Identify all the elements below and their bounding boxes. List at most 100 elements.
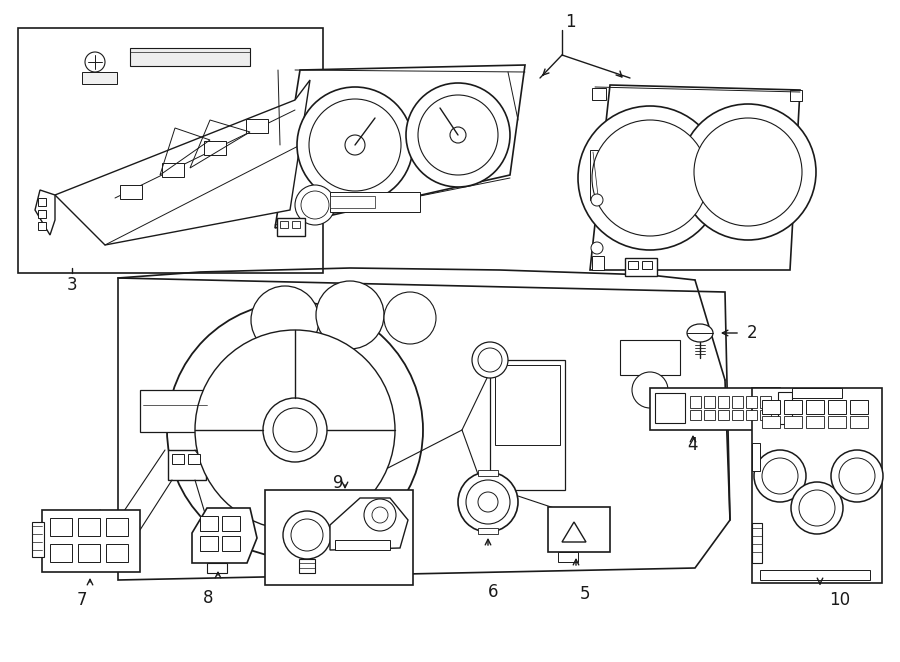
Bar: [625, 258, 657, 276]
Circle shape: [316, 281, 384, 349]
Bar: [718, 410, 729, 420]
Bar: [778, 392, 792, 424]
Bar: [246, 119, 268, 133]
Bar: [746, 396, 757, 408]
Circle shape: [754, 450, 806, 502]
Bar: [330, 192, 420, 212]
Bar: [752, 443, 760, 471]
Bar: [592, 88, 606, 100]
Bar: [292, 221, 300, 228]
Bar: [828, 416, 846, 428]
Bar: [746, 410, 757, 420]
Polygon shape: [55, 80, 310, 245]
Bar: [752, 388, 882, 583]
Bar: [50, 544, 72, 562]
Circle shape: [791, 482, 843, 534]
Bar: [207, 563, 227, 573]
Polygon shape: [118, 278, 730, 580]
Bar: [784, 400, 802, 414]
Text: 8: 8: [202, 589, 213, 607]
Bar: [18, 28, 323, 273]
Text: 3: 3: [67, 276, 77, 294]
Bar: [78, 544, 100, 562]
Circle shape: [839, 458, 875, 494]
Bar: [642, 261, 652, 269]
Bar: [790, 90, 802, 101]
Circle shape: [450, 127, 466, 143]
Text: 1: 1: [564, 13, 575, 31]
Ellipse shape: [687, 324, 713, 342]
Bar: [478, 470, 498, 476]
Text: 7: 7: [76, 591, 87, 609]
Bar: [690, 396, 701, 408]
Bar: [50, 518, 72, 536]
Bar: [490, 360, 565, 490]
Circle shape: [466, 480, 510, 524]
Bar: [752, 523, 762, 563]
Circle shape: [85, 52, 105, 72]
Text: 4: 4: [688, 436, 698, 454]
Bar: [590, 150, 598, 200]
Bar: [478, 528, 498, 534]
Bar: [732, 410, 743, 420]
Bar: [140, 390, 210, 432]
Circle shape: [478, 492, 498, 512]
Bar: [760, 570, 870, 580]
Bar: [620, 340, 680, 375]
Bar: [850, 400, 868, 414]
Circle shape: [478, 348, 502, 372]
Circle shape: [291, 519, 323, 551]
Bar: [172, 454, 184, 464]
Text: 9: 9: [333, 474, 343, 492]
Bar: [162, 163, 184, 177]
Circle shape: [458, 472, 518, 532]
Circle shape: [762, 458, 798, 494]
Bar: [200, 516, 218, 531]
Bar: [760, 410, 771, 420]
Bar: [558, 552, 578, 562]
Polygon shape: [330, 498, 408, 550]
Circle shape: [283, 511, 331, 559]
Circle shape: [167, 302, 423, 558]
Bar: [806, 416, 824, 428]
Circle shape: [591, 242, 603, 254]
Bar: [732, 396, 743, 408]
Polygon shape: [275, 65, 525, 228]
Circle shape: [251, 286, 319, 354]
Bar: [828, 400, 846, 414]
Bar: [628, 261, 638, 269]
Bar: [200, 536, 218, 551]
Bar: [78, 518, 100, 536]
Bar: [38, 198, 46, 206]
Circle shape: [632, 372, 668, 408]
Circle shape: [680, 104, 816, 240]
Bar: [188, 454, 200, 464]
Circle shape: [591, 194, 603, 206]
Circle shape: [297, 87, 413, 203]
Circle shape: [372, 507, 388, 523]
Text: 5: 5: [580, 585, 590, 603]
Circle shape: [309, 99, 401, 191]
Text: 10: 10: [830, 591, 850, 609]
Bar: [650, 388, 780, 430]
Bar: [168, 450, 206, 480]
Circle shape: [406, 83, 510, 187]
Circle shape: [273, 408, 317, 452]
Bar: [42, 510, 140, 572]
Bar: [280, 221, 288, 228]
Circle shape: [418, 95, 498, 175]
Bar: [704, 410, 715, 420]
Bar: [82, 72, 117, 84]
Bar: [784, 416, 802, 428]
Bar: [222, 536, 240, 551]
Circle shape: [578, 106, 722, 250]
Bar: [655, 393, 685, 423]
Circle shape: [345, 135, 365, 155]
Bar: [204, 141, 226, 155]
Bar: [38, 222, 46, 230]
Circle shape: [364, 499, 396, 531]
Bar: [850, 416, 868, 428]
Text: 2: 2: [747, 324, 757, 342]
Bar: [277, 218, 305, 236]
Circle shape: [694, 118, 802, 226]
